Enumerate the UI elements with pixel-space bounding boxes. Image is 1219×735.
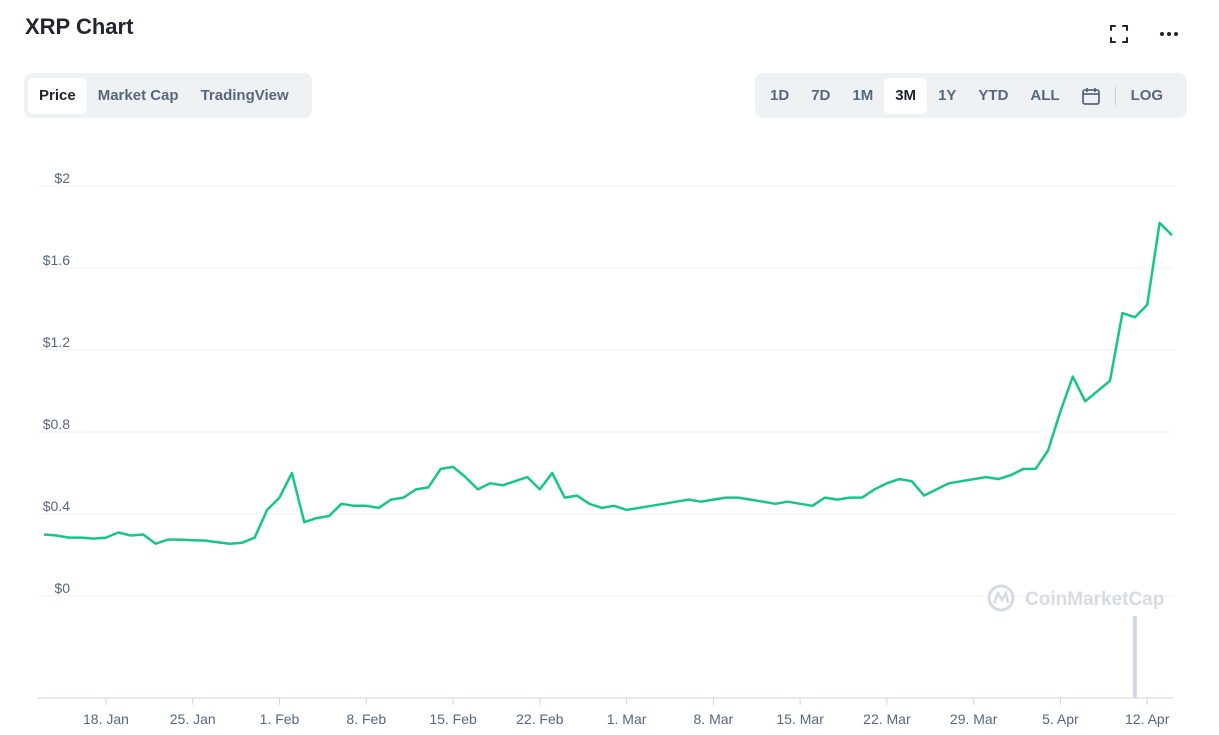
- x-tick-label: 18. Jan: [83, 711, 129, 727]
- range-all[interactable]: ALL: [1030, 87, 1060, 104]
- y-tick-label: $0.4: [43, 498, 70, 514]
- x-tick-label: 12. Apr: [1125, 711, 1170, 727]
- x-axis-ticks: 18. Jan 25. Jan 1. Feb 8. Feb 15. Feb 22. Feb…: [83, 698, 1170, 727]
- volume-bars: [1132, 616, 1137, 698]
- range-3m[interactable]: 3M: [884, 77, 928, 114]
- x-tick-label: 8. Mar: [694, 711, 734, 727]
- tab-market-cap[interactable]: Market Cap: [97, 87, 179, 104]
- x-tick-label: 1. Mar: [607, 711, 647, 727]
- view-tab-group: Price Market Cap TradingView: [24, 73, 312, 118]
- range-7d[interactable]: 7D: [811, 87, 831, 104]
- chart-header-actions: [1107, 22, 1181, 46]
- range-divider: [1114, 86, 1116, 105]
- range-tab-group: 1D 7D 1M 3M 1Y YTD ALL LOG: [755, 73, 1187, 118]
- more-dots-icon[interactable]: [1157, 22, 1181, 46]
- range-1m[interactable]: 1M: [852, 87, 874, 104]
- y-tick-label: $1.2: [43, 334, 70, 350]
- x-tick-label: 1. Feb: [260, 711, 300, 727]
- coinmarketcap-logo-icon: [987, 584, 1015, 612]
- y-tick-label: $0.8: [43, 416, 70, 432]
- grid-lines: [38, 185, 1174, 597]
- range-1y[interactable]: 1Y: [938, 87, 957, 104]
- x-tick-label: 5. Apr: [1042, 711, 1079, 727]
- x-tick-label: 22. Mar: [863, 711, 911, 727]
- coinmarketcap-logo-mark: [992, 589, 1010, 604]
- y-tick-label: $0: [54, 580, 70, 596]
- log-scale-toggle[interactable]: LOG: [1130, 87, 1164, 104]
- volume-bar: [1132, 616, 1137, 698]
- tab-price[interactable]: Price: [28, 77, 87, 114]
- x-tick-label: 15. Feb: [429, 711, 477, 727]
- range-1d[interactable]: 1D: [770, 87, 790, 104]
- watermark: CoinMarketCap: [987, 584, 1164, 612]
- expand-icon[interactable]: [1107, 22, 1131, 46]
- x-tick-label: 8. Feb: [346, 711, 386, 727]
- range-ytd[interactable]: YTD: [978, 87, 1009, 104]
- y-axis-ticks: $0 $0.4 $0.8 $1.2 $1.6 $2: [43, 170, 70, 596]
- page-title: XRP Chart: [25, 14, 134, 39]
- x-tick-label: 29. Mar: [950, 711, 998, 727]
- x-tick-label: 15. Mar: [776, 711, 824, 727]
- calendar-icon[interactable]: [1071, 78, 1111, 114]
- y-tick-label: $2: [54, 170, 70, 186]
- y-tick-label: $1.6: [43, 252, 70, 268]
- tab-tradingview[interactable]: TradingView: [200, 87, 289, 104]
- watermark-text: CoinMarketCap: [1025, 589, 1164, 610]
- x-tick-label: 22. Feb: [516, 711, 564, 727]
- x-tick-label: 25. Jan: [170, 711, 216, 727]
- price-series-line: [43, 221, 1173, 545]
